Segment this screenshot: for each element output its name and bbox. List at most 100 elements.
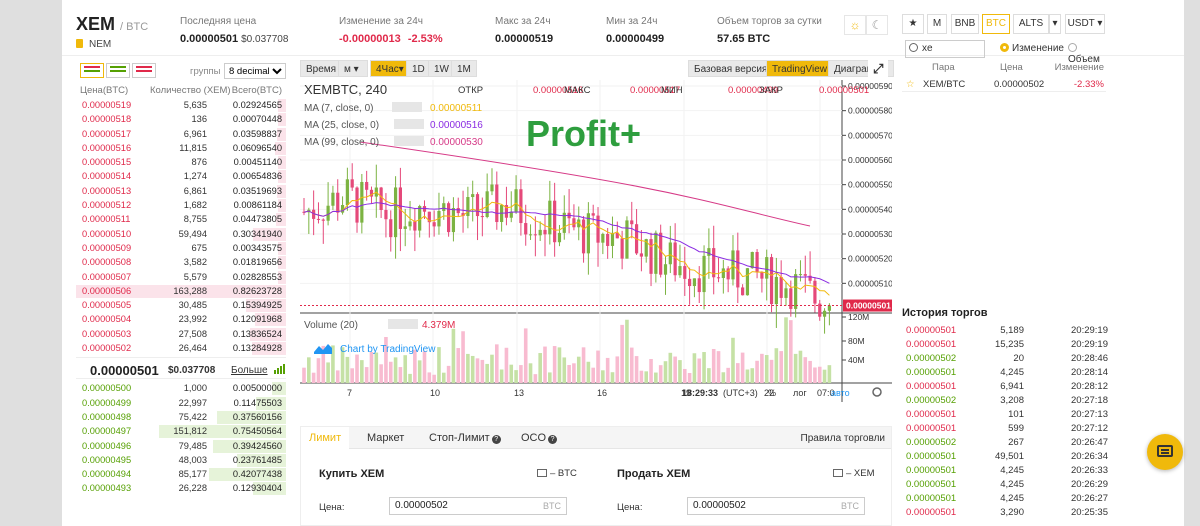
volume-bar: [451, 328, 456, 383]
candle-body: [365, 181, 369, 190]
depth-bar: [276, 184, 286, 198]
candle-body: [678, 266, 682, 276]
fullscreen-icon[interactable]: ⤢: [868, 60, 888, 77]
candle-body: [712, 248, 716, 278]
minute-select[interactable]: м ▾: [338, 60, 368, 77]
orderbook-row[interactable]: 0.00000518 136 0.00070448: [76, 112, 286, 127]
tab-oco[interactable]: OCO?: [513, 427, 565, 449]
moon-icon[interactable]: ☾: [866, 15, 888, 35]
time-tick-label: 19: [681, 388, 691, 398]
orderbook-row[interactable]: 0.00000499 22,997 0.11475503: [76, 396, 286, 410]
orderbook-row[interactable]: 0.00000514 1,274 0.00654836: [76, 169, 286, 184]
candle-body: [774, 276, 778, 305]
market-search-input[interactable]: xe: [905, 40, 985, 58]
candle-body: [369, 189, 374, 197]
row-total: 0.39424560: [232, 440, 282, 451]
orderbook-row[interactable]: 0.00000512 1,682 0.00861184: [76, 198, 286, 213]
chat-support-icon[interactable]: [1147, 434, 1183, 470]
tab-usdt[interactable]: USDT ▾: [1065, 14, 1105, 34]
orderbook-row[interactable]: 0.00000496 79,485 0.39424560: [76, 439, 286, 453]
orderbook-row[interactable]: 0.00000502 26,464 0.13284928: [76, 341, 286, 356]
orderbook-row[interactable]: 0.00000508 3,582 0.01819656: [76, 255, 286, 270]
orderbook-row[interactable]: 0.00000503 27,508 0.13836524: [76, 327, 286, 341]
candle-body: [345, 179, 349, 205]
orderbook-row[interactable]: 0.00000510 59,494 0.30341940: [76, 227, 286, 241]
radio-change[interactable]: Изменение: [1000, 43, 1064, 54]
tab-limit[interactable]: Лимит: [301, 427, 350, 449]
sell-price-input[interactable]: 0.00000502 BTC: [687, 497, 865, 515]
orderbook-row[interactable]: 0.00000500 1,000 0.00500000: [76, 381, 286, 396]
row-qty: 27,508: [178, 328, 207, 339]
trade-qty: 3,208: [1000, 395, 1024, 406]
volume-bar: [591, 367, 595, 383]
orderbook-row[interactable]: 0.00000493 26,228 0.12930404: [76, 481, 286, 496]
volume-bar: [789, 320, 793, 383]
row-price: 0.00000519: [82, 100, 132, 110]
volume-bar: [634, 356, 639, 383]
radio-volume[interactable]: Объем: [1068, 43, 1106, 65]
tab-btc[interactable]: BTC: [982, 14, 1010, 34]
interval-4h[interactable]: 4Час▾: [370, 60, 410, 77]
tab-bnb[interactable]: BNB: [951, 14, 979, 34]
coin-name[interactable]: NEM: [76, 39, 111, 50]
volume-bar: [711, 348, 716, 383]
star-icon[interactable]: ☆: [906, 79, 915, 90]
tab-stop-limit[interactable]: Стоп-Лимит?: [421, 427, 509, 449]
tradingview-chart[interactable]: Время м ▾ 4Час▾ 1D 1W 1M Базовая версия …: [300, 60, 894, 422]
orderbook-row[interactable]: 0.00000498 75,422 0.37560156: [76, 410, 286, 424]
row-qty: 163,288: [173, 285, 207, 296]
orderbook-row[interactable]: 0.00000495 48,003 0.23761485: [76, 453, 286, 467]
book-both-icon[interactable]: [80, 63, 104, 78]
volume-tick-label: 80M: [848, 336, 865, 346]
book-bids-icon[interactable]: [106, 63, 130, 78]
volume-bar: [528, 363, 533, 383]
volume-bar: [769, 359, 774, 383]
orderbook-row[interactable]: 0.00000515 876 0.00451140: [76, 155, 286, 170]
view-basic[interactable]: Базовая версия: [688, 60, 774, 77]
margin-tab[interactable]: M: [927, 14, 947, 34]
sun-icon[interactable]: ☼: [844, 15, 866, 35]
trade-row: 0.00000501 4,245 20:26:27: [902, 492, 1112, 506]
trading-rules-link[interactable]: Правила торговли: [800, 433, 885, 444]
candle-body: [504, 205, 509, 218]
orderbook-row[interactable]: 0.00000517 6,961 0.03598837: [76, 127, 286, 141]
more-link[interactable]: Больше: [231, 365, 268, 377]
book-asks-icon[interactable]: [132, 63, 156, 78]
orderbook-row[interactable]: 0.00000516 11,815 0.06096540: [76, 141, 286, 155]
alts-chevron-icon[interactable]: ▾: [1049, 14, 1061, 34]
orderbook-row[interactable]: 0.00000513 6,861 0.03519693: [76, 184, 286, 198]
favorites-star-icon[interactable]: ★: [902, 14, 924, 34]
tab-alts[interactable]: ALTS: [1013, 14, 1049, 34]
view-tradingview[interactable]: TradingView: [766, 60, 834, 77]
price-tick-label: 0.00000540: [848, 204, 892, 214]
orderbook-row[interactable]: 0.00000497 151,812 0.75450564: [76, 424, 286, 439]
groups-select[interactable]: 8 decimal: [224, 63, 286, 79]
buy-price-input[interactable]: 0.00000502 BTC: [389, 497, 567, 515]
orderbook-row[interactable]: 0.00000507 5,579 0.02828553: [76, 270, 286, 284]
volume-bar: [340, 347, 345, 383]
candle-body: [461, 213, 465, 216]
orderbook-row[interactable]: 0.00000509 675 0.00343575: [76, 241, 286, 255]
trade-qty: 5,189: [1000, 325, 1024, 336]
candle-body: [442, 203, 446, 211]
orderbook-row[interactable]: 0.00000504 23,992 0.12091968: [76, 312, 286, 327]
volume-bar: [682, 368, 687, 383]
candle-body: [398, 187, 402, 229]
interval-1m[interactable]: 1M: [451, 60, 477, 77]
orderbook-row[interactable]: 0.00000505 30,485 0.15394925: [76, 298, 286, 313]
orderbook-row[interactable]: 0.00000506 163,288 0.82623728: [76, 284, 286, 298]
orderbook-row[interactable]: 0.00000519 5,635 0.02924565: [76, 98, 286, 112]
candle-body: [769, 257, 774, 305]
trade-time: 20:28:14: [1071, 367, 1108, 378]
market-row[interactable]: ☆ XEM/BTC 0.00000502 -2.33%: [902, 78, 1106, 92]
trade-row: 0.00000501 49,501 20:26:34: [902, 450, 1112, 464]
time-button[interactable]: Время: [300, 60, 343, 77]
volume-bar: [639, 370, 644, 383]
percent-toggle: %: [768, 388, 776, 398]
tab-market[interactable]: Маркет: [367, 432, 405, 444]
orderbook-row[interactable]: 0.00000494 85,177 0.42077438: [76, 467, 286, 482]
ohlc-low_label: МИН: [661, 85, 683, 96]
volume-bar: [827, 365, 832, 383]
orderbook-row[interactable]: 0.00000511 8,755 0.04473805: [76, 212, 286, 227]
candle-body: [736, 250, 740, 288]
